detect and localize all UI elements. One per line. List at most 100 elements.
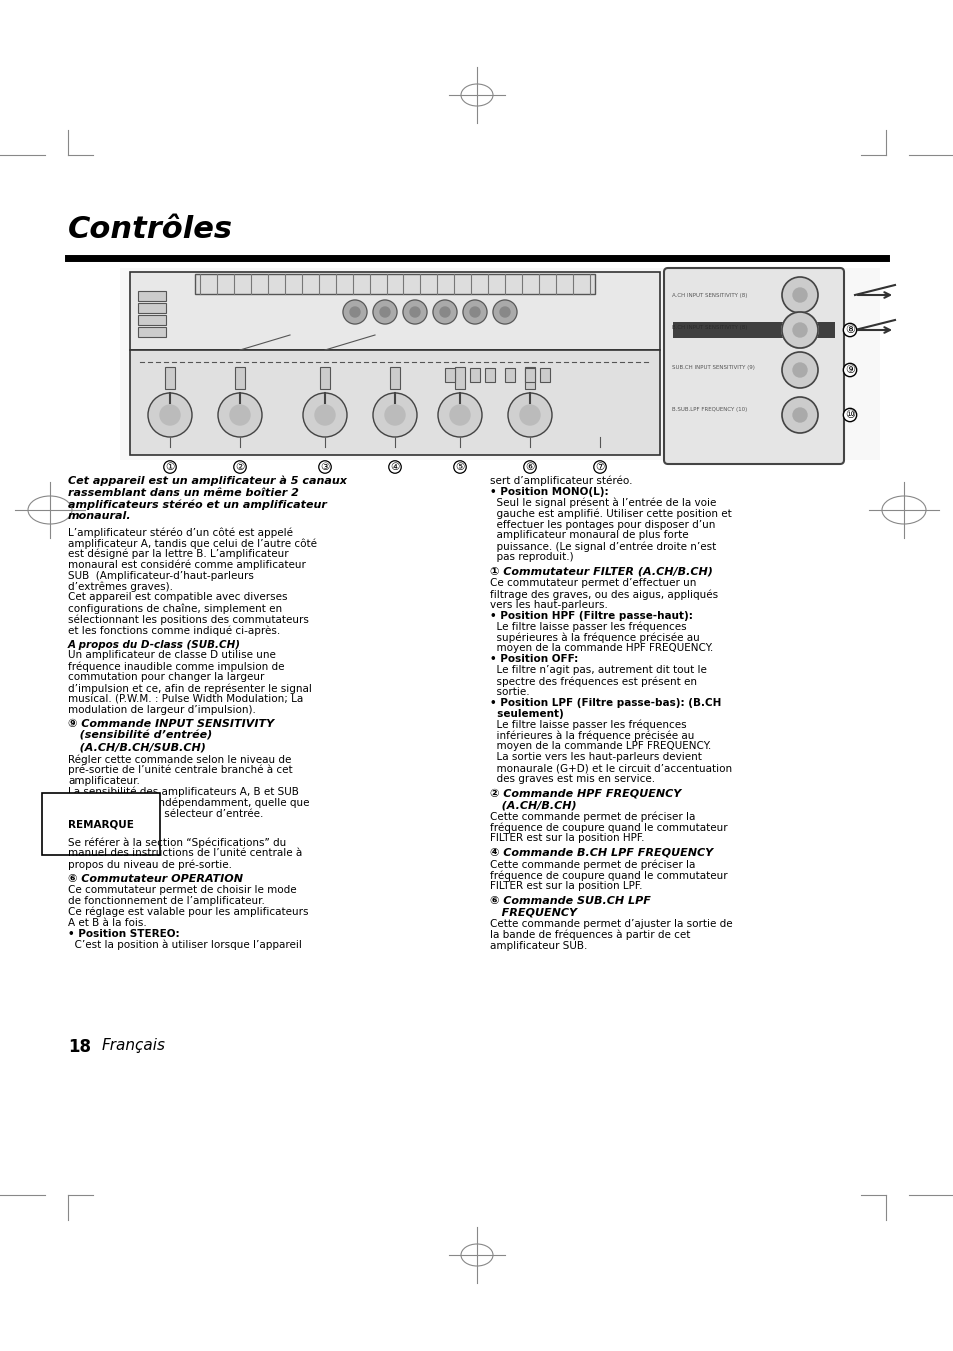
Text: sélectionnant les positions des commutateurs: sélectionnant les positions des commutat…: [68, 615, 309, 624]
Text: peut être réglée indépendamment, quelle que: peut être réglée indépendamment, quelle …: [68, 797, 309, 808]
Text: Le filtre laisse passer les fréquences: Le filtre laisse passer les fréquences: [490, 621, 686, 632]
Text: ①: ①: [165, 462, 174, 471]
Bar: [524, 367, 535, 382]
Text: La sortie vers les haut-parleurs devient: La sortie vers les haut-parleurs devient: [490, 753, 701, 762]
Text: A.CH INPUT SENSITIVITY (8): A.CH INPUT SENSITIVITY (8): [671, 293, 746, 297]
Text: FILTER est sur la position HPF.: FILTER est sur la position HPF.: [490, 834, 644, 843]
Circle shape: [470, 307, 479, 317]
Circle shape: [385, 405, 405, 426]
Text: ④ Commande B.CH LPF FREQUENCY: ④ Commande B.CH LPF FREQUENCY: [490, 848, 713, 858]
Text: pré-sortie de l’unité centrale branché à cet: pré-sortie de l’unité centrale branché à…: [68, 765, 293, 775]
Text: C’est la position à utiliser lorsque l’appareil: C’est la position à utiliser lorsque l’a…: [68, 939, 301, 950]
Circle shape: [402, 300, 427, 324]
Circle shape: [379, 307, 390, 317]
Text: Le filtre n’agit pas, autrement dit tout le: Le filtre n’agit pas, autrement dit tout…: [490, 665, 706, 676]
Text: • Position STEREO:: • Position STEREO:: [68, 928, 179, 939]
Text: amplificateurs stéréo et un amplificateur: amplificateurs stéréo et un amplificateu…: [68, 500, 327, 509]
Bar: [390, 367, 399, 389]
Text: rassemblant dans un même boîtier 2: rassemblant dans un même boîtier 2: [68, 488, 298, 497]
Circle shape: [781, 312, 817, 349]
Text: d’impulsion et ce, afin de représenter le signal: d’impulsion et ce, afin de représenter l…: [68, 684, 312, 693]
Text: Cette commande permet d’ajuster la sortie de: Cette commande permet d’ajuster la sorti…: [490, 919, 732, 929]
Text: manuel des instructions de l’unité centrale à: manuel des instructions de l’unité centr…: [68, 848, 302, 858]
Circle shape: [160, 405, 180, 426]
Bar: [120, 267, 879, 459]
Text: moyen de la commande HPF FREQUENCY.: moyen de la commande HPF FREQUENCY.: [490, 643, 713, 654]
Text: fréquence de coupure quand le commutateur: fréquence de coupure quand le commutateu…: [490, 870, 727, 881]
Circle shape: [792, 323, 806, 336]
Text: (A.CH/B.CH/SUB.CH): (A.CH/B.CH/SUB.CH): [68, 743, 206, 753]
Text: sortie.: sortie.: [490, 686, 529, 697]
Text: monaural est considéré comme amplificateur: monaural est considéré comme amplificate…: [68, 559, 306, 570]
Text: Le filtre laisse passer les fréquences: Le filtre laisse passer les fréquences: [490, 720, 686, 730]
Text: Cette commande permet de préciser la: Cette commande permet de préciser la: [490, 812, 695, 823]
Text: moyen de la commande LPF FREQUENCY.: moyen de la commande LPF FREQUENCY.: [490, 742, 711, 751]
Text: Seul le signal présent à l’entrée de la voie: Seul le signal présent à l’entrée de la …: [490, 497, 716, 508]
Text: ⑦: ⑦: [595, 462, 604, 471]
Text: • Position MONO(L):: • Position MONO(L):: [490, 486, 608, 497]
Text: amplificateur SUB.: amplificateur SUB.: [490, 940, 587, 951]
Text: La sensibilité des amplificateurs A, B et SUB: La sensibilité des amplificateurs A, B e…: [68, 786, 298, 797]
Text: monaurale (G+D) et le circuit d’accentuation: monaurale (G+D) et le circuit d’accentua…: [490, 763, 731, 773]
Text: Un amplificateur de classe D utilise une: Un amplificateur de classe D utilise une: [68, 650, 275, 661]
Circle shape: [781, 353, 817, 388]
Text: monaural.: monaural.: [68, 511, 132, 520]
Text: amplificateur monaural de plus forte: amplificateur monaural de plus forte: [490, 531, 688, 540]
Text: (sensibilité d’entrée): (sensibilité d’entrée): [68, 731, 212, 740]
Bar: [165, 367, 174, 389]
Text: commutation pour changer la largeur: commutation pour changer la largeur: [68, 673, 264, 682]
Text: Ce commutateur permet d’effectuer un: Ce commutateur permet d’effectuer un: [490, 578, 696, 588]
Text: Se référer à la section “Spécifications” du: Se référer à la section “Spécifications”…: [68, 838, 286, 848]
Circle shape: [792, 288, 806, 303]
Bar: [138, 290, 166, 301]
Text: sert d’amplificateur stéréo.: sert d’amplificateur stéréo.: [490, 476, 632, 486]
Text: • Position LPF (Filtre passe-bas): (B.CH: • Position LPF (Filtre passe-bas): (B.CH: [490, 698, 720, 708]
Text: des graves est mis en service.: des graves est mis en service.: [490, 774, 655, 784]
Circle shape: [450, 405, 470, 426]
Text: ⑧: ⑧: [844, 326, 854, 335]
Bar: [138, 315, 166, 326]
Text: Contrôles: Contrôles: [68, 215, 233, 245]
Text: amplificateur A, tandis que celui de l’autre côté: amplificateur A, tandis que celui de l’a…: [68, 538, 316, 549]
Circle shape: [218, 393, 262, 436]
Text: de fonctionnement de l’amplificateur.: de fonctionnement de l’amplificateur.: [68, 896, 265, 907]
Text: ②: ②: [235, 462, 244, 471]
Bar: [194, 274, 595, 295]
Text: filtrage des graves, ou des aigus, appliqués: filtrage des graves, ou des aigus, appli…: [490, 589, 718, 600]
Text: propos du niveau de pré-sortie.: propos du niveau de pré-sortie.: [68, 859, 232, 870]
Circle shape: [410, 307, 419, 317]
Bar: [138, 327, 166, 336]
Circle shape: [373, 393, 416, 436]
Text: Cet appareil est un amplificateur à 5 canaux: Cet appareil est un amplificateur à 5 ca…: [68, 476, 347, 486]
Text: • Position OFF:: • Position OFF:: [490, 654, 578, 665]
Text: ④: ④: [390, 462, 399, 471]
Circle shape: [792, 408, 806, 422]
Bar: [130, 272, 659, 350]
Text: musical. (P.W.M. : Pulse Width Modulation; La: musical. (P.W.M. : Pulse Width Modulatio…: [68, 694, 303, 704]
Circle shape: [303, 393, 347, 436]
Bar: [539, 367, 550, 382]
Text: fréquence inaudible comme impulsion de: fréquence inaudible comme impulsion de: [68, 661, 284, 671]
Text: fréquence de coupure quand le commutateur: fréquence de coupure quand le commutateu…: [490, 823, 727, 834]
Text: SUB  (Amplificateur-d’haut-parleurs: SUB (Amplificateur-d’haut-parleurs: [68, 570, 253, 581]
Text: ⑥ Commande SUB.CH LPF: ⑥ Commande SUB.CH LPF: [490, 896, 650, 905]
Text: ⑨: ⑨: [844, 365, 854, 376]
Text: A propos du D-class (SUB.CH): A propos du D-class (SUB.CH): [68, 639, 241, 650]
Circle shape: [519, 405, 539, 426]
Bar: [130, 350, 659, 455]
Text: B.CH INPUT SENSITIVITY (8): B.CH INPUT SENSITIVITY (8): [671, 326, 746, 331]
Text: Régler cette commande selon le niveau de: Régler cette commande selon le niveau de: [68, 754, 291, 765]
Text: ⑨ Commande INPUT SENSITIVITY: ⑨ Commande INPUT SENSITIVITY: [68, 719, 274, 730]
Circle shape: [433, 300, 456, 324]
Text: ⑥: ⑥: [525, 462, 534, 471]
Circle shape: [507, 393, 552, 436]
Text: FREQUENCY: FREQUENCY: [490, 908, 577, 917]
Bar: [455, 367, 464, 389]
Text: spectre des fréquences est présent en: spectre des fréquences est présent en: [490, 676, 697, 686]
Text: SUB.CH INPUT SENSITIVITY (9): SUB.CH INPUT SENSITIVITY (9): [671, 366, 754, 370]
Text: supérieures à la fréquence précisée au: supérieures à la fréquence précisée au: [490, 632, 699, 643]
Text: • Position HPF (Filtre passe-haut):: • Position HPF (Filtre passe-haut):: [490, 611, 692, 621]
Bar: [138, 303, 166, 313]
Text: inférieures à la fréquence précisée au: inférieures à la fréquence précisée au: [490, 731, 694, 740]
Circle shape: [781, 397, 817, 434]
